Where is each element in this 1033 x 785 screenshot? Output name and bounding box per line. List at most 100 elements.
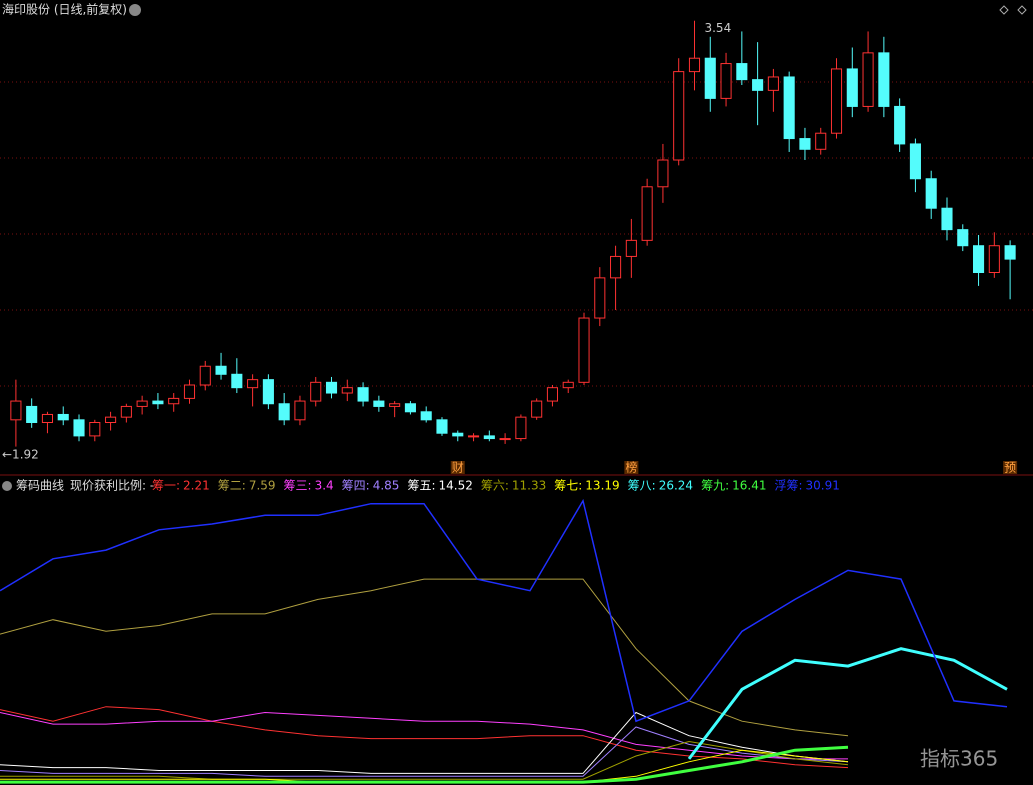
event-label: 榜 [625,460,637,475]
candle-body [310,381,322,402]
candle-body [89,422,101,437]
candle-body [846,68,858,107]
series-line [0,578,849,737]
candle-body [641,186,653,241]
legend-name: 筹九: [701,479,729,493]
series-line [0,706,849,769]
legend-value: 26.24 [659,479,693,493]
event-label: 预 [1004,461,1016,475]
low-label: ←1.92 [2,448,39,462]
legend-name: 筹四: [342,479,370,493]
candle-body [594,277,606,319]
chart-title: 海印股份 (日线,前复权) [2,2,127,17]
candle-body [830,68,843,134]
legend-name: 筹一: [152,479,180,493]
legend-name: 筹八: [628,479,656,493]
event-marker [450,461,465,474]
event-label: 财 [452,461,464,475]
candle-body [625,239,637,257]
legend-value: 4.85 [373,479,400,493]
candle-body [767,76,779,91]
candle-body [736,63,748,81]
candle-body [10,400,22,421]
candle-body [578,317,590,383]
candle-body [231,373,243,389]
candle-body [404,403,416,413]
candle-body [373,400,385,407]
candle-body [862,52,874,107]
candle-body [515,416,527,440]
watermark: 指标365 [920,747,998,771]
candle-body [389,403,401,407]
legend-value: 13.19 [585,479,619,493]
legend-name: 筹五: [407,479,435,493]
candle-body [531,400,543,418]
indicator-title: 筹码曲线 [16,479,64,493]
event-marker [1003,461,1018,474]
candle-body [909,143,921,180]
candle-body [546,387,559,402]
candle-body [183,384,196,399]
grid-decor [0,81,1033,387]
candle-body [673,71,685,161]
candle-body [41,413,54,424]
candle-body [657,159,669,188]
candle-body [294,400,306,421]
series-line [0,498,1008,723]
candle-body [688,57,701,73]
legend-value: 7.59 [249,479,276,493]
series-line [0,745,849,784]
nav-icons[interactable] [999,5,1027,15]
candle-body [610,255,622,279]
candle-body [168,397,180,405]
candle-body [467,435,480,438]
menu-icon[interactable] [129,4,141,16]
candle-body [136,400,148,407]
candle-body [247,379,259,389]
legend-value: 30.91 [806,479,840,493]
legend-value: 14.52 [438,479,472,493]
series-line [0,726,849,777]
candle-body [499,438,511,441]
legend-name: 浮筹: [774,479,802,493]
legend-name: 筹三: [284,479,312,493]
candle-body [704,57,716,99]
candle-body [341,387,353,394]
legend-name: 筹二: [218,479,246,493]
candle-body [720,63,732,99]
legend-value: 3.4 [315,479,334,493]
legend-name: 筹七: [554,479,582,493]
candle-body [325,381,338,394]
candle-body [562,381,574,389]
candle-body [752,79,764,91]
candle-body [972,245,985,273]
candle-body [941,207,953,231]
high-label: 3.54 [704,21,731,35]
legend-name: 筹六: [481,479,509,493]
candle-body [215,365,227,375]
candle-body [262,379,274,405]
candle-body [799,138,811,150]
candle-body [783,76,795,140]
candle-body [925,178,937,209]
candle-body [120,405,132,418]
indicator-subtitle: 现价获利比例: - [70,479,154,493]
candle-body [57,413,69,421]
legend-value: 2.21 [183,479,210,493]
candle-body [73,419,85,437]
candle-body [957,229,969,247]
candle-body [26,405,38,423]
series-line [0,711,848,760]
candle-body [1004,245,1016,260]
candle-body [483,435,495,440]
candle-body [199,365,211,386]
candle-body [278,403,290,421]
candle-body [988,245,1000,273]
menu-icon[interactable] [2,481,12,491]
candle-body [894,105,906,145]
candle-body [152,400,164,405]
legend-value: 16.41 [732,479,766,493]
series-line [0,711,849,774]
